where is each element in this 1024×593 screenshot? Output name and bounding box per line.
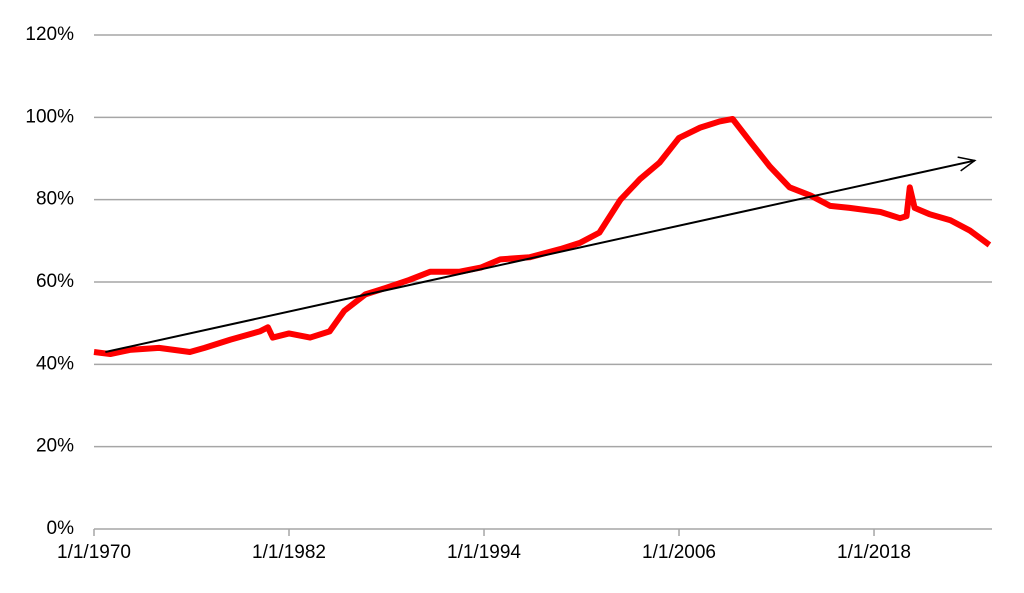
y-tick-label: 40%: [36, 353, 74, 374]
y-tick-label: 60%: [36, 271, 74, 292]
x-tick-label: 1/1/1970: [57, 542, 131, 563]
y-tick-label: 0%: [47, 518, 75, 539]
x-tick-label: 1/1/2018: [837, 542, 911, 563]
x-tick-label: 1/1/2006: [642, 542, 716, 563]
trend-arrow: [105, 156, 977, 353]
y-tick-label: 120%: [25, 24, 74, 45]
y-tick-label: 80%: [36, 189, 74, 210]
data-line: [93, 115, 992, 358]
y-tick-label: 100%: [25, 106, 74, 127]
y-tick-label: 20%: [36, 436, 74, 457]
x-tick-label: 1/1/1994: [447, 542, 521, 563]
x-tick-label: 1/1/1982: [252, 542, 326, 563]
